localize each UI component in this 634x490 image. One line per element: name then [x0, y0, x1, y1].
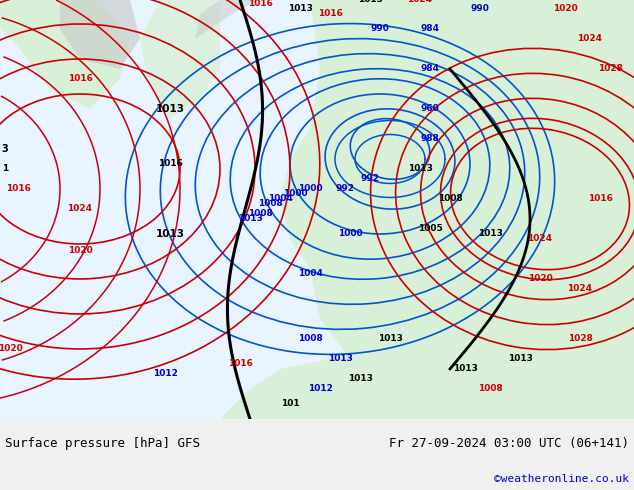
Text: 1016: 1016 — [228, 360, 252, 368]
Text: 1020: 1020 — [527, 274, 552, 284]
Text: 1024: 1024 — [578, 34, 602, 44]
Text: 1012: 1012 — [153, 369, 178, 378]
Polygon shape — [280, 0, 634, 419]
Text: 1016: 1016 — [158, 159, 183, 169]
Text: 1016: 1016 — [6, 184, 30, 194]
Text: 1016: 1016 — [68, 74, 93, 83]
Text: 1013: 1013 — [155, 104, 184, 114]
Polygon shape — [140, 0, 220, 119]
Text: 1024: 1024 — [67, 204, 93, 214]
Text: 101: 101 — [281, 399, 299, 409]
Text: 1008: 1008 — [437, 195, 462, 203]
Text: 1013: 1013 — [347, 374, 372, 384]
Text: 1013: 1013 — [155, 229, 184, 239]
Text: 1016: 1016 — [247, 0, 273, 8]
Text: 984: 984 — [420, 24, 439, 33]
Text: 1008: 1008 — [257, 199, 282, 208]
Text: 1024: 1024 — [567, 285, 593, 294]
Text: 984: 984 — [420, 65, 439, 74]
Text: 1013: 1013 — [238, 215, 262, 223]
Text: 1008: 1008 — [297, 335, 322, 343]
Polygon shape — [0, 0, 130, 109]
Text: 1000: 1000 — [298, 184, 322, 194]
Text: 1013: 1013 — [328, 354, 353, 364]
Text: 960: 960 — [420, 104, 439, 114]
Text: 1013: 1013 — [288, 4, 313, 14]
Text: 1013: 1013 — [453, 365, 477, 373]
Text: ©weatheronline.co.uk: ©weatheronline.co.uk — [494, 474, 629, 484]
Text: 990: 990 — [470, 4, 489, 14]
Text: 1013: 1013 — [508, 354, 533, 364]
Text: 1013: 1013 — [477, 229, 502, 239]
Text: 1005: 1005 — [418, 224, 443, 233]
Text: 1028: 1028 — [567, 335, 592, 343]
Text: 1004: 1004 — [268, 195, 292, 203]
Text: Surface pressure [hPa] GFS: Surface pressure [hPa] GFS — [5, 437, 200, 450]
Text: 1028: 1028 — [598, 65, 623, 74]
Text: 1012: 1012 — [307, 385, 332, 393]
Text: 1016: 1016 — [588, 195, 612, 203]
Polygon shape — [220, 339, 634, 419]
Text: 1: 1 — [2, 165, 8, 173]
Text: 3: 3 — [2, 144, 8, 154]
Text: 990: 990 — [370, 24, 389, 33]
Text: 1008: 1008 — [248, 209, 273, 219]
Text: 1020: 1020 — [0, 344, 22, 353]
Text: Fr 27-09-2024 03:00 UTC (06+141): Fr 27-09-2024 03:00 UTC (06+141) — [389, 437, 629, 450]
Text: 1004: 1004 — [297, 270, 323, 278]
Text: 1000: 1000 — [338, 229, 362, 239]
Text: 1000: 1000 — [283, 190, 307, 198]
Text: 988: 988 — [420, 134, 439, 144]
Text: 992: 992 — [361, 174, 380, 183]
Polygon shape — [195, 0, 260, 39]
Text: 1024: 1024 — [408, 0, 432, 4]
Text: 1013: 1013 — [378, 335, 403, 343]
Text: 1008: 1008 — [477, 385, 502, 393]
Polygon shape — [60, 0, 140, 69]
Polygon shape — [400, 0, 634, 239]
Text: 1020: 1020 — [553, 4, 578, 14]
Text: 1013: 1013 — [358, 0, 382, 4]
Text: 1013: 1013 — [408, 165, 432, 173]
Text: 1016: 1016 — [318, 9, 342, 19]
Text: 992: 992 — [335, 184, 354, 194]
Text: 1024: 1024 — [527, 235, 552, 244]
Text: 1020: 1020 — [68, 246, 93, 255]
